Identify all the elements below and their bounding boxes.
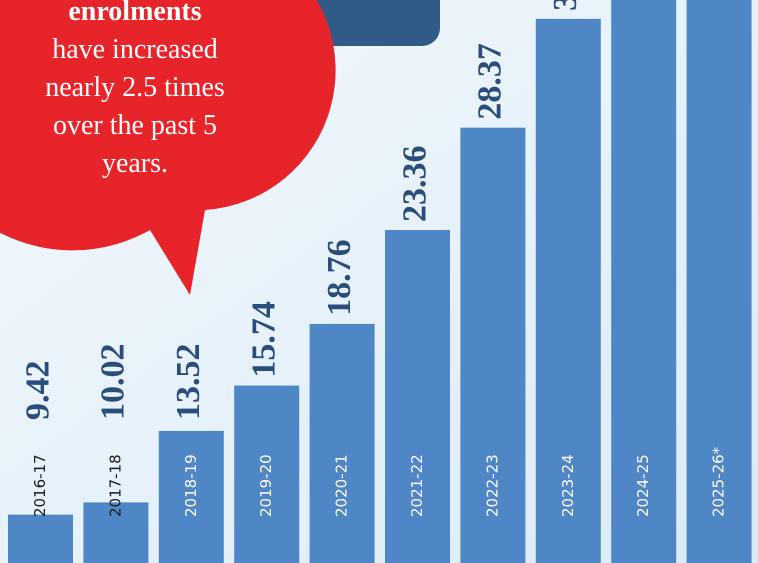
x-tick-label: 2020-21 bbox=[333, 454, 351, 517]
callout: enrolments have increased nearly 2.5 tim… bbox=[0, 0, 336, 295]
annotation: enrolments bbox=[68, 0, 201, 27]
bar bbox=[535, 18, 601, 563]
annotation: years. bbox=[102, 148, 168, 179]
annotation: over the past 5 bbox=[53, 110, 217, 141]
x-tick-label: 2017-18 bbox=[106, 454, 124, 517]
bar bbox=[83, 502, 149, 563]
x-tick-label: 2024-25 bbox=[634, 454, 652, 517]
value-label: 15.74 bbox=[245, 301, 282, 378]
bar bbox=[234, 385, 300, 563]
annotation: nearly 2.5 times bbox=[45, 72, 225, 103]
value-label: 33.7 bbox=[547, 0, 584, 11]
bar bbox=[686, 0, 752, 563]
bars: 2016-17 9.42 2017-18 10.02 2018-19 13.52 2019-… bbox=[8, 0, 752, 563]
bar bbox=[611, 0, 677, 563]
value-label: 10.02 bbox=[95, 344, 132, 421]
bar bbox=[460, 127, 526, 563]
value-label: 13.52 bbox=[170, 344, 207, 421]
value-label: 18.76 bbox=[321, 239, 358, 316]
x-tick-label: 2025-26* bbox=[710, 446, 728, 517]
bar bbox=[158, 430, 224, 563]
value-label: 9.42 bbox=[19, 361, 56, 421]
annotation: have increased bbox=[52, 34, 218, 65]
bar bbox=[8, 514, 73, 563]
value-label: 28.37 bbox=[472, 43, 509, 120]
speech-bubble bbox=[0, 0, 336, 295]
bar bbox=[309, 323, 375, 563]
x-tick-label: 2019-20 bbox=[257, 454, 275, 517]
x-tick-label: 2016-17 bbox=[31, 454, 49, 517]
x-tick-label: 2023-24 bbox=[559, 454, 577, 517]
title-box bbox=[308, 0, 440, 46]
x-tick-label: 2022-23 bbox=[483, 454, 501, 517]
x-tick-label: 2021-22 bbox=[408, 454, 426, 517]
value-label: 23.36 bbox=[396, 145, 433, 222]
bar bbox=[385, 229, 450, 563]
x-tick-label: 2018-19 bbox=[182, 454, 200, 517]
